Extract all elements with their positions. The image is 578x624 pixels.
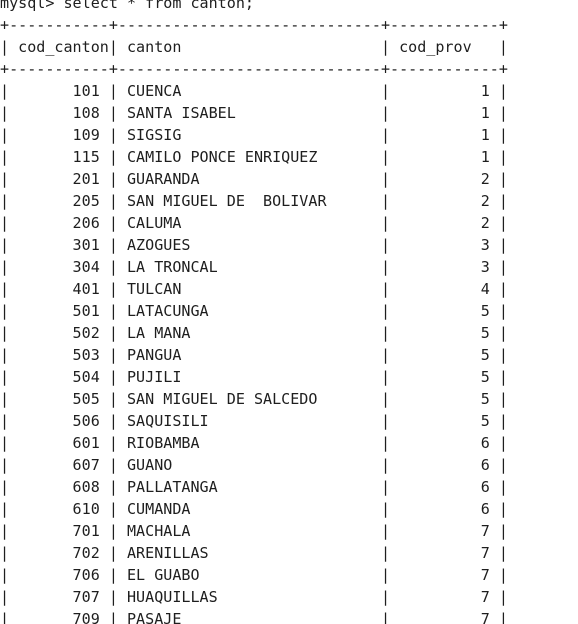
table-border-top: +-----------+---------------------------… <box>0 16 508 34</box>
table-row: | 608 | PALLATANGA | 6 | <box>0 478 508 496</box>
table-row: | 115 | CAMILO PONCE ENRIQUEZ | 1 | <box>0 148 508 166</box>
table-row: | 501 | LATACUNGA | 5 | <box>0 302 508 320</box>
table-header: | cod_canton| canton | cod_prov | <box>0 38 508 56</box>
table-row: | 504 | PUJILI | 5 | <box>0 368 508 386</box>
table-row: | 607 | GUANO | 6 | <box>0 456 508 474</box>
table-row: | 702 | ARENILLAS | 7 | <box>0 544 508 562</box>
table-row: | 701 | MACHALA | 7 | <box>0 522 508 540</box>
table-row: | 707 | HUAQUILLAS | 7 | <box>0 588 508 606</box>
table-row: | 304 | LA TRONCAL | 3 | <box>0 258 508 276</box>
table-row: | 706 | EL GUABO | 7 | <box>0 566 508 584</box>
table-row: | 709 | PASAJE | 7 | <box>0 610 508 624</box>
table-row: | 502 | LA MANA | 5 | <box>0 324 508 342</box>
table-row: | 201 | GUARANDA | 2 | <box>0 170 508 188</box>
table-row: | 206 | CALUMA | 2 | <box>0 214 508 232</box>
table-row: | 601 | RIOBAMBA | 6 | <box>0 434 508 452</box>
table-row: | 401 | TULCAN | 4 | <box>0 280 508 298</box>
table-row: | 506 | SAQUISILI | 5 | <box>0 412 508 430</box>
query-line: mysql> select * from canton; <box>0 0 254 12</box>
table-row: | 205 | SAN MIGUEL DE BOLIVAR | 2 | <box>0 192 508 210</box>
table-row: | 101 | CUENCA | 1 | <box>0 82 508 100</box>
table-row: | 301 | AZOGUES | 3 | <box>0 236 508 254</box>
table-row: | 109 | SIGSIG | 1 | <box>0 126 508 144</box>
table-row: | 108 | SANTA ISABEL | 1 | <box>0 104 508 122</box>
table-row: | 503 | PANGUA | 5 | <box>0 346 508 364</box>
table-row: | 610 | CUMANDA | 6 | <box>0 500 508 518</box>
table-row: | 505 | SAN MIGUEL DE SALCEDO | 5 | <box>0 390 508 408</box>
table-border-header: +-----------+---------------------------… <box>0 60 508 78</box>
